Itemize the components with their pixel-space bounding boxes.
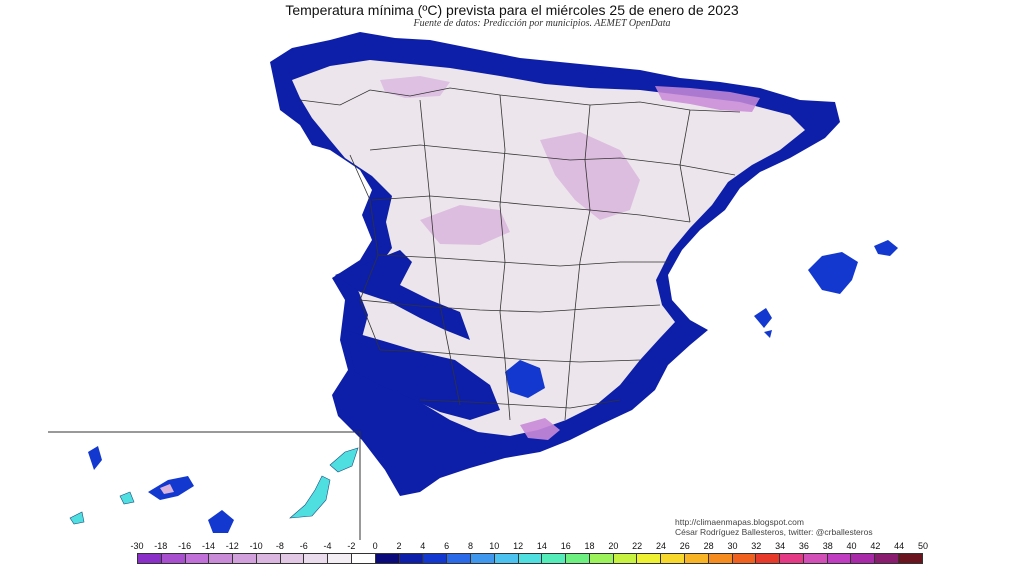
legend-swatch — [494, 554, 519, 563]
legend-label: -30 — [130, 541, 144, 551]
legend-swatch — [304, 554, 329, 563]
author-credit: César Rodríguez Ballesteros, twitter: @c… — [675, 527, 873, 537]
legend-swatch — [756, 554, 781, 563]
legend-swatch — [423, 554, 448, 563]
legend-label: 36 — [798, 541, 809, 551]
legend-swatch — [684, 554, 709, 563]
legend-swatch — [209, 554, 234, 563]
legend-swatch — [803, 554, 828, 563]
legend-label: 16 — [560, 541, 571, 551]
legend-swatch — [399, 554, 424, 563]
guadalquivir-valley — [345, 330, 500, 420]
gran-canaria-island — [208, 510, 234, 533]
legend-labels: -30 -18 -16 -14 -12 -10 -8 -6 -4 -2 0 2 4 6 8 10 12 14 16 1… — [130, 541, 930, 553]
legend-label: 6 — [444, 541, 450, 551]
map-credits: http://climaenmapas.blogspot.com César R… — [675, 517, 873, 537]
guadiana-valley — [335, 250, 470, 340]
legend-label: -18 — [154, 541, 168, 551]
legend-label: 38 — [822, 541, 833, 551]
legend-label: 34 — [775, 541, 786, 551]
legend-label: 4 — [420, 541, 426, 551]
blog-link[interactable]: http://climaenmapas.blogspot.com — [675, 517, 804, 527]
legend-swatch — [470, 554, 495, 563]
legend-swatch — [542, 554, 567, 563]
legend-label: 32 — [751, 541, 762, 551]
legend-label: -4 — [323, 541, 332, 551]
legend-label: 0 — [372, 541, 378, 551]
legend-swatch — [138, 554, 162, 563]
legend-swatch — [851, 554, 876, 563]
legend-swatch — [233, 554, 257, 563]
legend-label: -14 — [201, 541, 215, 551]
legend-label: -2 — [347, 541, 356, 551]
legend-swatch — [899, 554, 922, 563]
menorca-island — [874, 240, 898, 256]
legend-swatch — [256, 554, 281, 563]
legend-label: 22 — [632, 541, 643, 551]
la-gomera-island — [119, 491, 135, 505]
legend-swatch — [566, 554, 590, 563]
peninsula-interior — [292, 60, 805, 436]
legend-label: 14 — [536, 541, 547, 551]
legend-swatch — [732, 554, 757, 563]
legend-swatch — [161, 554, 186, 563]
legend-label: 26 — [679, 541, 690, 551]
legend-swatch — [352, 554, 376, 563]
legend-swatch — [328, 554, 353, 563]
legend-swatch — [875, 554, 899, 563]
canary-inset-frame — [48, 431, 361, 540]
ibiza-island — [754, 308, 772, 328]
cantabrian-cold-area — [380, 76, 450, 98]
map-subtitle: Fuente de datos: Predicción por municipi… — [413, 18, 671, 29]
legend-label: 18 — [584, 541, 595, 551]
el-hierro-island — [69, 511, 85, 525]
legend-label: 2 — [396, 541, 402, 551]
legend-label: 8 — [467, 541, 473, 551]
legend-swatch — [589, 554, 614, 563]
legend-label: 10 — [489, 541, 500, 551]
legend-swatch — [780, 554, 804, 563]
legend-label: 42 — [870, 541, 881, 551]
legend-label: -10 — [249, 541, 263, 551]
temperature-legend — [137, 553, 923, 564]
legend-swatch — [708, 554, 733, 563]
legend-label: -6 — [299, 541, 308, 551]
lanzarote-island — [329, 447, 359, 473]
legend-label: 12 — [513, 541, 524, 551]
legend-swatch — [637, 554, 662, 563]
tenerife-cold-area — [160, 484, 174, 494]
legend-label: -16 — [178, 541, 192, 551]
legend-swatch — [375, 554, 400, 563]
legend-swatch — [827, 554, 852, 563]
formentera-island — [764, 330, 772, 338]
central-system-cold-area — [420, 205, 510, 245]
pyrenees-cold-area — [655, 86, 760, 112]
legend-swatch — [661, 554, 685, 563]
legend-label: 44 — [894, 541, 905, 551]
legend-swatch — [447, 554, 471, 563]
legend-label: 28 — [703, 541, 714, 551]
sierra-nevada-cold-area — [520, 418, 560, 440]
la-palma-island — [88, 446, 102, 470]
legend-label: 40 — [846, 541, 857, 551]
map-title: Temperatura mínima (ºC) prevista para el… — [285, 2, 739, 18]
legend-label: 24 — [655, 541, 667, 551]
province-borders — [299, 87, 741, 421]
iberian-system-cold-area — [540, 132, 640, 220]
legend-swatch — [518, 554, 543, 563]
legend-label: 30 — [727, 541, 738, 551]
legend-label: 50 — [917, 541, 929, 551]
legend-swatch — [280, 554, 305, 563]
legend-label: 20 — [608, 541, 619, 551]
guadalquivir-upper — [505, 360, 545, 398]
mallorca-island — [808, 252, 858, 294]
legend-label: -12 — [225, 541, 239, 551]
legend-swatch — [613, 554, 638, 563]
legend-swatch — [185, 554, 210, 563]
legend-label: -8 — [275, 541, 284, 551]
fuerteventura-island — [289, 475, 331, 519]
